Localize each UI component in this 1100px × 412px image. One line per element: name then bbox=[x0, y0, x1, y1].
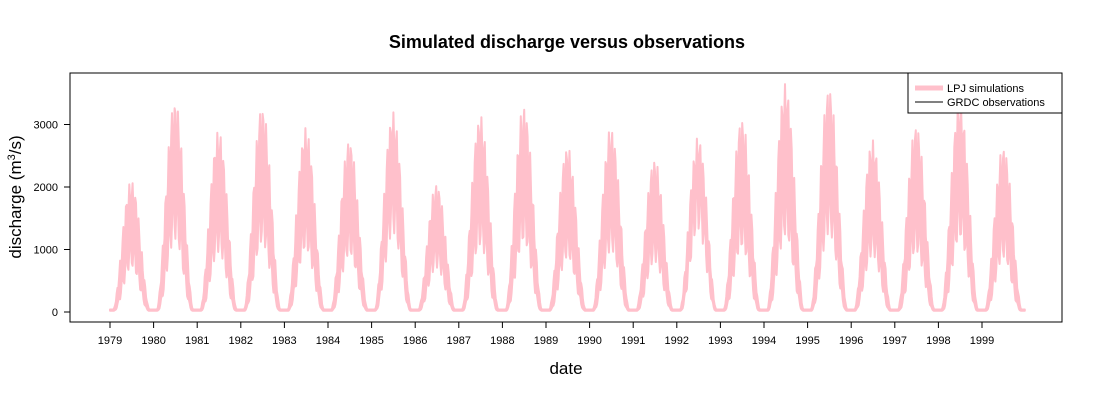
x-tick-label: 1983 bbox=[272, 335, 296, 347]
legend: LPJ simulations GRDC observations bbox=[907, 72, 1063, 114]
x-tick-label: 1979 bbox=[98, 335, 122, 347]
x-tick-label: 1992 bbox=[665, 335, 689, 347]
x-tick-label: 1991 bbox=[621, 335, 645, 347]
x-tick-label: 1988 bbox=[490, 335, 514, 347]
y-tick-label: 2000 bbox=[34, 182, 58, 194]
x-tick-label: 1985 bbox=[359, 335, 383, 347]
y-tick-label: 0 bbox=[52, 307, 58, 319]
x-axis: 1979 1980 1981 1982 1983 1984 1985 1986 1987 1988… bbox=[98, 321, 994, 347]
y-axis: 0 1000 2000 3000 bbox=[34, 120, 71, 319]
x-tick-label: 1980 bbox=[141, 335, 165, 347]
chart-title: Simulated discharge versus observations bbox=[389, 32, 745, 52]
x-tick-label: 1990 bbox=[577, 335, 601, 347]
x-tick-label: 1998 bbox=[926, 335, 950, 347]
x-axis-label: date bbox=[549, 359, 582, 378]
x-tick-label: 1997 bbox=[883, 335, 907, 347]
x-tick-label: 1996 bbox=[839, 335, 863, 347]
x-tick-label: 1987 bbox=[447, 335, 471, 347]
lpj-simulation-series bbox=[109, 83, 1026, 312]
x-tick-label: 1986 bbox=[403, 335, 427, 347]
y-axis-label: discharge (m3/s) bbox=[6, 135, 25, 258]
x-tick-label: 1982 bbox=[229, 335, 253, 347]
y-tick-label: 1000 bbox=[34, 245, 58, 257]
legend-label-grdc: GRDC observations bbox=[947, 97, 1045, 109]
x-tick-label: 1981 bbox=[185, 335, 209, 347]
y-tick-label: 3000 bbox=[34, 120, 58, 132]
x-tick-label: 1999 bbox=[970, 335, 994, 347]
x-tick-label: 1994 bbox=[752, 335, 776, 347]
x-tick-label: 1984 bbox=[316, 335, 340, 347]
legend-label-lpj: LPJ simulations bbox=[947, 83, 1025, 95]
simulation-band bbox=[109, 83, 1026, 312]
x-tick-label: 1993 bbox=[708, 335, 732, 347]
x-tick-label: 1995 bbox=[795, 335, 819, 347]
x-tick-label: 1989 bbox=[534, 335, 558, 347]
legend-box bbox=[907, 72, 1063, 114]
